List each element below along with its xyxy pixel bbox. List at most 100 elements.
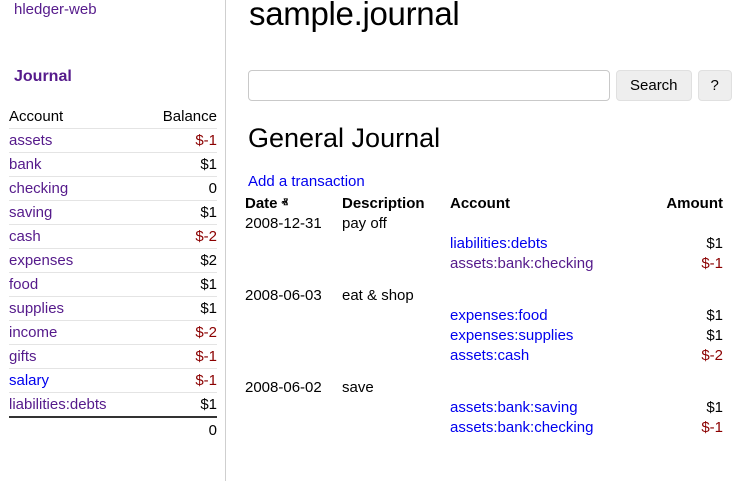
- posting-account-cell: assets:bank:saving: [450, 398, 625, 418]
- account-balance-cell: $-1: [142, 344, 217, 369]
- account-name-cell: liabilities:debts: [9, 392, 143, 417]
- posting-account-link[interactable]: assets:bank:checking: [450, 419, 594, 436]
- account-total-spacer: [9, 416, 143, 442]
- account-link[interactable]: salary: [9, 372, 50, 389]
- account-balance-cell: $1: [142, 152, 217, 177]
- account-link[interactable]: assets: [9, 132, 53, 149]
- posting-amount-cell: $1: [706, 399, 723, 416]
- account-name-cell: salary: [9, 368, 143, 393]
- posting-account-link[interactable]: assets:bank:checking: [450, 255, 594, 272]
- journal-table: Date ⱏ Description Account Amount 2008-12…: [245, 195, 723, 438]
- account-link[interactable]: supplies: [9, 300, 65, 317]
- account-row: food $1: [9, 272, 217, 297]
- posting-description-blank: [342, 326, 450, 346]
- posting-account-cell: assets:bank:checking: [450, 254, 625, 274]
- posting-date-blank: [245, 346, 342, 366]
- account-row: salary $-1: [9, 368, 217, 393]
- account-link[interactable]: gifts: [9, 348, 37, 365]
- posting-date-blank: [245, 306, 342, 326]
- posting-account-cell: expenses:food: [450, 306, 625, 326]
- account-row: saving $1: [9, 200, 217, 225]
- transaction-date: 2008-06-03: [245, 287, 322, 304]
- transaction-account-blank: [450, 286, 625, 306]
- account-link[interactable]: income: [9, 324, 58, 341]
- posting-date-blank: [245, 326, 342, 346]
- account-name-cell: cash: [9, 224, 143, 249]
- journal-column-date[interactable]: Date ⱏ: [245, 195, 342, 214]
- posting-row: assets:bank:saving $1: [245, 398, 723, 418]
- sidebar: hledger-web Journal Account Balance asse…: [0, 0, 226, 481]
- transaction-description: eat & shop: [342, 287, 414, 304]
- posting-account-cell: assets:cash: [450, 346, 625, 366]
- account-row: liabilities:debts $1: [9, 392, 217, 417]
- posting-description-blank: [342, 398, 450, 418]
- transaction-row: 2008-06-03 eat & shop: [245, 286, 723, 306]
- account-name-cell: income: [9, 320, 143, 345]
- accounts-table: Account Balance assets $-1 bank $1 checking 0…: [9, 106, 217, 442]
- account-row: assets $-1: [9, 128, 217, 153]
- search-form: Search ?: [248, 70, 732, 101]
- transaction-description: save: [342, 379, 374, 396]
- posting-amount-cell: $-1: [701, 255, 723, 272]
- transaction-amount-blank: [625, 214, 723, 234]
- account-name-cell: saving: [9, 200, 143, 225]
- posting-account-link[interactable]: expenses:supplies: [450, 327, 574, 344]
- account-name-cell: checking: [9, 176, 143, 201]
- posting-date-blank: [245, 254, 342, 274]
- search-help-button[interactable]: ?: [697, 70, 732, 101]
- account-link[interactable]: bank: [9, 156, 42, 173]
- transaction-amount-blank: [625, 286, 723, 306]
- journal-column-account[interactable]: Account: [450, 195, 510, 212]
- posting-account-link[interactable]: expenses:food: [450, 307, 548, 324]
- account-name-cell: gifts: [9, 344, 143, 369]
- journal-column-amount[interactable]: Amount: [666, 195, 723, 212]
- accounts-column-account: Account: [9, 108, 64, 125]
- posting-row: assets:bank:checking $-1: [245, 418, 723, 438]
- sort-ascending-icon: ⱏ: [281, 195, 288, 210]
- posting-account-link[interactable]: assets:bank:saving: [450, 399, 578, 416]
- account-balance-cell: $-2: [142, 320, 217, 345]
- account-link[interactable]: food: [9, 276, 39, 293]
- account-link[interactable]: saving: [9, 204, 53, 221]
- posting-row: assets:bank:checking $-1: [245, 254, 723, 274]
- search-input[interactable]: [248, 70, 610, 101]
- account-balance-cell: $-1: [142, 368, 217, 393]
- add-transaction-link[interactable]: Add a transaction: [248, 173, 365, 190]
- posting-description-blank: [342, 346, 450, 366]
- transaction-date: 2008-06-02: [245, 379, 322, 396]
- section-title: General Journal: [248, 123, 441, 153]
- transaction-spacer: [245, 274, 723, 286]
- account-row: supplies $1: [9, 296, 217, 321]
- posting-amount-cell: $-1: [701, 419, 723, 436]
- account-link[interactable]: checking: [9, 180, 69, 197]
- posting-amount-cell: $1: [706, 235, 723, 252]
- account-link[interactable]: cash: [9, 228, 41, 245]
- account-name-cell: bank: [9, 152, 143, 177]
- account-total-row: 0: [9, 416, 217, 442]
- transaction-row: 2008-12-31 pay off: [245, 214, 723, 234]
- posting-account-cell: liabilities:debts: [450, 234, 625, 254]
- account-balance-cell: $1: [142, 296, 217, 321]
- accounts-body: assets $-1 bank $1 checking 0 saving $1 cash $-2 e…: [9, 128, 217, 442]
- brand-link[interactable]: hledger-web: [14, 1, 97, 18]
- account-row: income $-2: [9, 320, 217, 345]
- account-balance-cell: $2: [142, 248, 217, 273]
- account-row: expenses $2: [9, 248, 217, 273]
- transaction-row: 2008-06-02 save: [245, 378, 723, 398]
- account-row: gifts $-1: [9, 344, 217, 369]
- sidebar-journal-link[interactable]: Journal: [14, 68, 72, 85]
- transaction-date: 2008-12-31: [245, 215, 322, 232]
- journal-column-description[interactable]: Description: [342, 195, 425, 212]
- account-link[interactable]: liabilities:debts: [9, 396, 107, 413]
- posting-account-link[interactable]: liabilities:debts: [450, 235, 548, 252]
- posting-date-blank: [245, 398, 342, 418]
- posting-account-link[interactable]: assets:cash: [450, 347, 530, 364]
- account-balance-cell: $1: [142, 392, 217, 417]
- account-link[interactable]: expenses: [9, 252, 74, 269]
- transaction-spacer: [245, 366, 723, 378]
- account-balance-cell: $-2: [142, 224, 217, 249]
- posting-account-cell: assets:bank:checking: [450, 418, 625, 438]
- transaction-spacer-cell: [245, 366, 723, 378]
- search-button[interactable]: Search: [616, 70, 692, 101]
